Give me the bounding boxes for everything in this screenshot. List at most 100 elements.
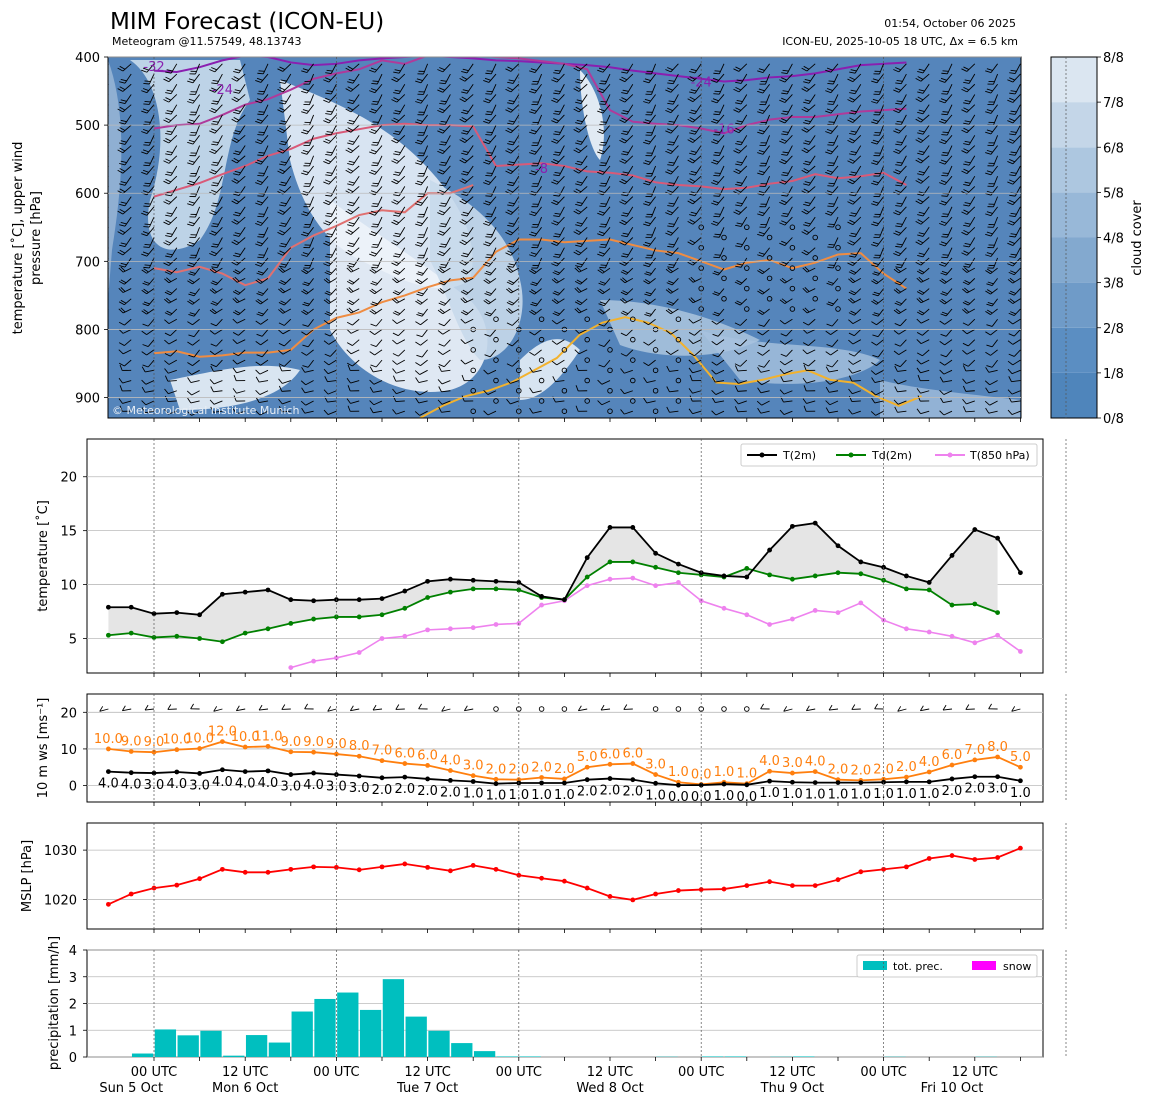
wind-barb (369, 407, 383, 414)
wind-barb (233, 206, 246, 217)
wind-barb (915, 155, 930, 164)
wind-barb (573, 63, 588, 72)
wind-barb (871, 318, 884, 326)
wind-barb (141, 400, 155, 406)
data-point (835, 543, 841, 549)
wind-barb (142, 359, 155, 368)
wind-barb (257, 145, 269, 156)
wind-barb (757, 83, 770, 94)
wind-barb (895, 216, 907, 228)
wind-barb (278, 385, 291, 392)
wind-value-label: 1.0 (782, 787, 803, 802)
wind-barb (256, 308, 269, 317)
wind-value-label: 2.0 (372, 783, 393, 798)
data-point (790, 523, 795, 529)
data-point (995, 632, 1000, 638)
wind-barb (233, 145, 246, 156)
wind-barb (779, 73, 793, 83)
wind-barb (917, 374, 930, 382)
wind-barb (917, 63, 930, 74)
wind-barb (393, 63, 406, 74)
wind-barb (711, 94, 725, 104)
wind-barb (803, 114, 816, 125)
wind-barb (873, 63, 885, 75)
data-point (584, 764, 590, 770)
data-point (493, 586, 499, 592)
wind-barb (391, 175, 406, 185)
wind-barb (485, 84, 497, 95)
wind-barb (117, 145, 132, 154)
wind-value-label: 2.0 (394, 782, 415, 797)
wind-barb (940, 267, 953, 276)
calm-marker (835, 285, 841, 292)
wind-barb (825, 165, 839, 175)
data-point (630, 575, 636, 581)
wind-barb (577, 705, 588, 712)
wind-barb (505, 206, 520, 215)
wind-barb (346, 349, 360, 355)
wind-barb (985, 308, 998, 315)
wind-barb (573, 206, 588, 215)
wind-barb (939, 114, 953, 124)
wind-barb (939, 94, 953, 104)
wind-barb (108, 206, 109, 209)
data-point (835, 610, 841, 616)
wind-barb (395, 704, 405, 710)
wind-barb (733, 83, 748, 93)
wind-barb (803, 135, 816, 145)
wind-value-label: 2.0 (622, 785, 643, 800)
wind-barb (915, 134, 930, 143)
wind-barb (667, 196, 679, 207)
wind-barb (985, 387, 998, 394)
calm-marker (652, 347, 659, 353)
wind-barb (392, 277, 406, 284)
wind-barb (164, 359, 178, 365)
wind-barb (507, 257, 520, 268)
wind-barb (506, 298, 520, 306)
wind-barb (415, 257, 428, 268)
wind-barb (781, 63, 793, 74)
wind-barb (574, 328, 588, 334)
wind-barb (688, 329, 702, 336)
wind-barb (963, 73, 976, 84)
wind-barb (917, 104, 930, 115)
wind-barb (507, 73, 520, 84)
wind-barb (437, 226, 451, 236)
wind-barb (278, 267, 292, 273)
wind-barb (801, 165, 816, 174)
wind-barb (688, 276, 702, 283)
wind-barb (278, 329, 292, 335)
wind-barb (108, 73, 109, 76)
wind-barb (551, 175, 565, 185)
gust-value-label: 6.0 (622, 747, 643, 762)
wind-barb (529, 247, 542, 257)
wind-barb (372, 704, 383, 711)
wind-barb (209, 104, 223, 114)
wind-barb (461, 247, 474, 258)
wind-barb (163, 135, 178, 144)
wind-barb (439, 196, 451, 207)
data-point (197, 771, 203, 776)
wind-barb (529, 63, 542, 74)
wind-barb (483, 277, 497, 284)
wind-barb (483, 196, 497, 206)
y-tick-label: 5 (69, 632, 77, 647)
calm-marker (538, 398, 545, 404)
wind-barb (916, 408, 930, 415)
wind-barb (939, 339, 953, 346)
wind-barb (415, 155, 428, 165)
wind-barb (711, 397, 725, 403)
y-tick-label: 15 (60, 525, 77, 540)
data-point (653, 772, 658, 777)
wind-barb (985, 349, 998, 356)
wind-barb (119, 114, 132, 125)
isotherm-line (153, 57, 907, 83)
wind-barb (163, 155, 178, 164)
wind-barb (643, 257, 656, 268)
wind-barb (121, 705, 132, 712)
wind-barb (459, 216, 474, 225)
issue-time: 01:54, October 06 2025 (884, 17, 1016, 30)
wind-barb (391, 114, 406, 123)
wind-barb (574, 298, 588, 306)
wind-barb (530, 298, 542, 307)
